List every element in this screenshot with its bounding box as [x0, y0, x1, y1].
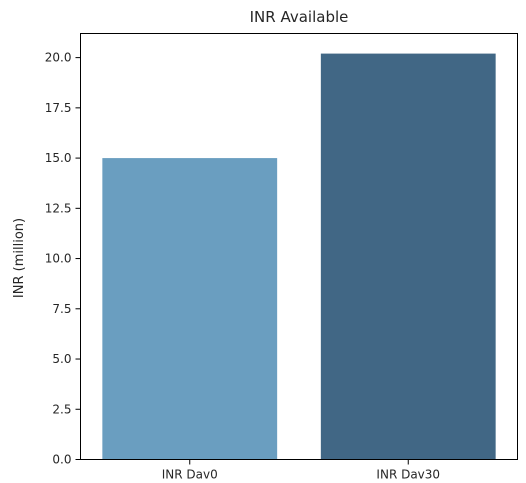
y-tick-label: 12.5	[45, 201, 72, 215]
x-tick-label: INR Dav0	[162, 468, 218, 482]
bar-inr-dav30	[320, 53, 496, 460]
y-tick-label: 20.0	[45, 51, 72, 65]
y-axis-label: INR (million)	[12, 218, 27, 298]
y-tick-label: 5.0	[52, 352, 71, 366]
y-tick-label: 15.0	[45, 151, 72, 165]
chart-title: INR Available	[250, 8, 349, 26]
plot-area: INR Dav0 INR Dav30 0.0 2.5 5.0 7.5 10.0 12.5 15.…	[45, 51, 496, 482]
y-tick-label: 7.5	[52, 302, 71, 316]
x-tick-label: INR Dav30	[376, 468, 440, 482]
plot-frame	[80, 33, 518, 460]
y-tick-label: 0.0	[52, 453, 71, 467]
y-tick-label: 2.5	[52, 402, 71, 416]
bar-inr-dav0	[102, 158, 278, 460]
y-tick-label: 17.5	[45, 101, 72, 115]
y-tick-label: 10.0	[45, 252, 72, 266]
